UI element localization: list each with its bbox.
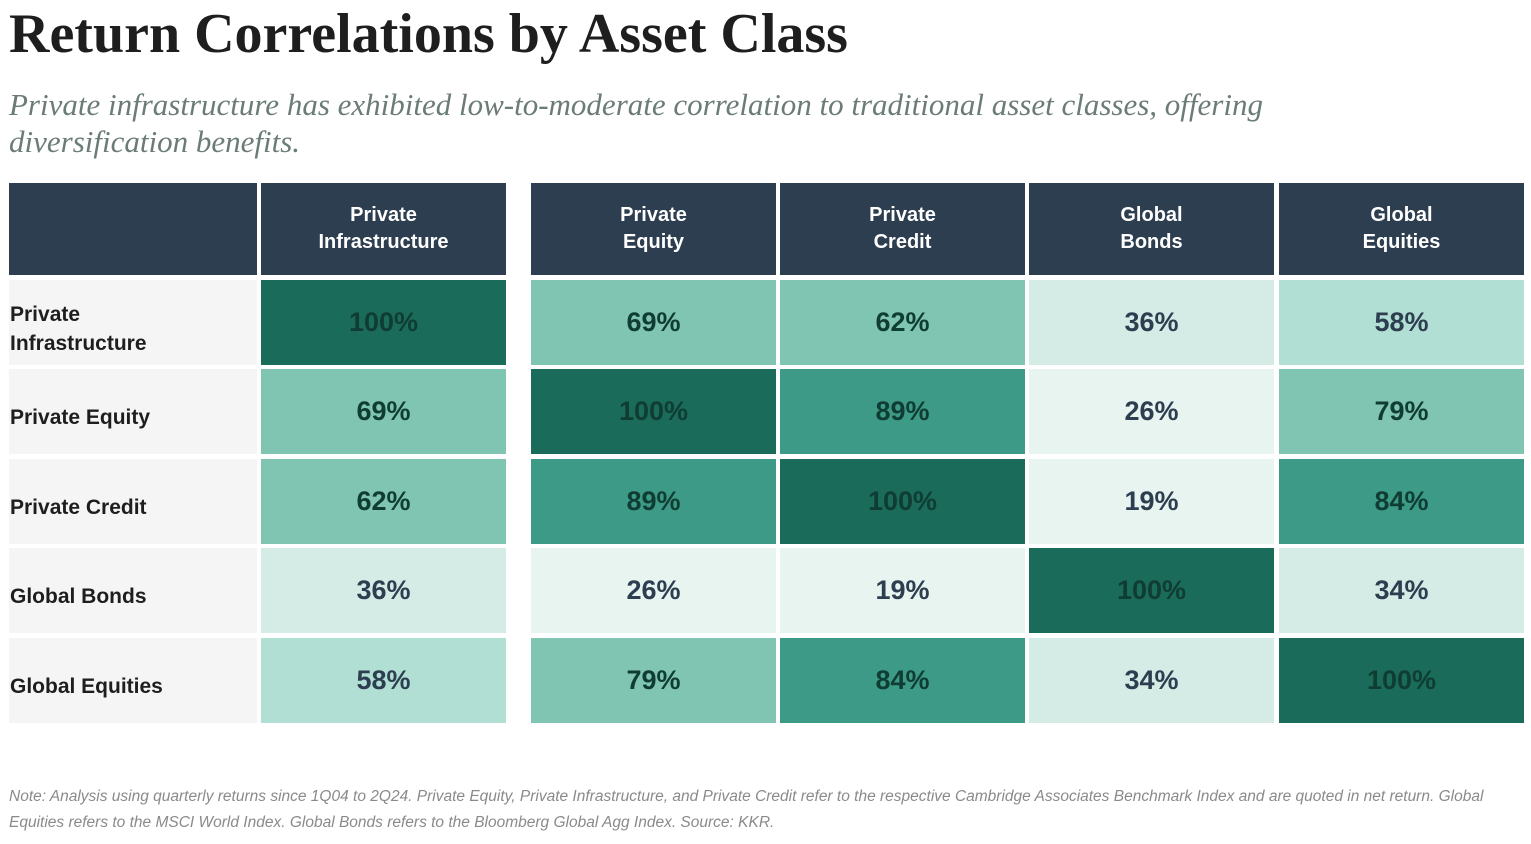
row-header: Global Equities: [9, 638, 257, 723]
heatmap-cell: 58%: [1279, 280, 1524, 365]
cell-value: 100%: [618, 396, 689, 426]
heatmap-cell: 100%: [261, 280, 506, 365]
heatmap-cell: 62%: [780, 280, 1025, 365]
cell-value: 19%: [1124, 486, 1179, 516]
cell-value: 79%: [1374, 396, 1429, 426]
column-header: Global Bonds: [1029, 183, 1274, 275]
heatmap-cell: 19%: [1029, 459, 1274, 544]
cell-value: 89%: [875, 396, 930, 426]
cell-value: 84%: [875, 665, 930, 695]
heatmap-cell: 79%: [531, 638, 776, 723]
footnote: Note: Analysis using quarterly returns s…: [9, 788, 1484, 831]
heatmap-cell: 58%: [261, 638, 506, 723]
column-header-text: Global Bonds: [1120, 204, 1183, 253]
cell-value: 62%: [356, 486, 411, 516]
heatmap-cell: 34%: [1279, 548, 1524, 633]
cell-value: 89%: [626, 486, 681, 516]
heatmap-cell: 100%: [1029, 548, 1274, 633]
column-header-text: Private Credit: [869, 204, 936, 253]
cell-value: 62%: [875, 307, 930, 337]
row-header-text: Private Equity: [10, 406, 151, 429]
row-header-text: Global Equities: [10, 675, 163, 698]
heatmap-cell: 79%: [1279, 369, 1524, 454]
cell-value: 84%: [1374, 486, 1429, 516]
heatmap-cell: 100%: [780, 459, 1025, 544]
heatmap-cell: 69%: [261, 369, 506, 454]
heatmap-cell: 26%: [531, 548, 776, 633]
heatmap-cell: 19%: [780, 548, 1025, 633]
row-header: Private Equity: [9, 369, 257, 454]
row-header-text: Private Credit: [10, 496, 147, 519]
cell-value: 69%: [356, 396, 411, 426]
heatmap-cell: 89%: [531, 459, 776, 544]
heatmap-cell: 34%: [1029, 638, 1274, 723]
cell-value: 79%: [626, 665, 681, 695]
row-header-text: Global Bonds: [10, 585, 147, 608]
title: Return Correlations by Asset Class: [9, 3, 848, 65]
cell-value: 58%: [1374, 307, 1429, 337]
cell-value: 100%: [867, 486, 938, 516]
row-header: Private Infrastructure: [9, 280, 257, 365]
cell-value: 34%: [1374, 575, 1429, 605]
cell-value: 36%: [1124, 307, 1179, 337]
cell-value: 100%: [348, 307, 419, 337]
column-header: Private Infrastructure: [261, 183, 506, 275]
heatmap-cell: 69%: [531, 280, 776, 365]
column-header: Private Equity: [531, 183, 776, 275]
heatmap-cell: 36%: [1029, 280, 1274, 365]
heatmap-cell: 84%: [1279, 459, 1524, 544]
header-corner: [9, 183, 257, 275]
cell-value: 26%: [626, 575, 681, 605]
column-header-text: Private Equity: [620, 204, 687, 253]
cell-value: 36%: [356, 575, 411, 605]
cell-value: 69%: [626, 307, 681, 337]
row-header: Global Bonds: [9, 548, 257, 633]
subtitle: Private infrastructure has exhibited low…: [9, 87, 1263, 159]
cell-value: 58%: [356, 665, 411, 695]
heatmap-cell: 89%: [780, 369, 1025, 454]
column-header: Private Credit: [780, 183, 1025, 275]
row-header: Private Credit: [9, 459, 257, 544]
heatmap-cell: 26%: [1029, 369, 1274, 454]
cell-value: 19%: [875, 575, 930, 605]
heatmap-cell: 84%: [780, 638, 1025, 723]
column-header: Global Equities: [1279, 183, 1524, 275]
heatmap-cell: 100%: [531, 369, 776, 454]
heatmap-cell: 62%: [261, 459, 506, 544]
column-header-text: Global Equities: [1362, 204, 1441, 253]
row-header-text: Private Infrastructure: [10, 302, 147, 355]
cell-value: 26%: [1124, 396, 1179, 426]
cell-value: 34%: [1124, 665, 1179, 695]
heatmap-cell: 100%: [1279, 638, 1524, 723]
heatmap-cell: 36%: [261, 548, 506, 633]
column-header-text: Private Infrastructure: [318, 204, 449, 253]
cell-value: 100%: [1116, 575, 1187, 605]
cell-value: 100%: [1366, 665, 1437, 695]
